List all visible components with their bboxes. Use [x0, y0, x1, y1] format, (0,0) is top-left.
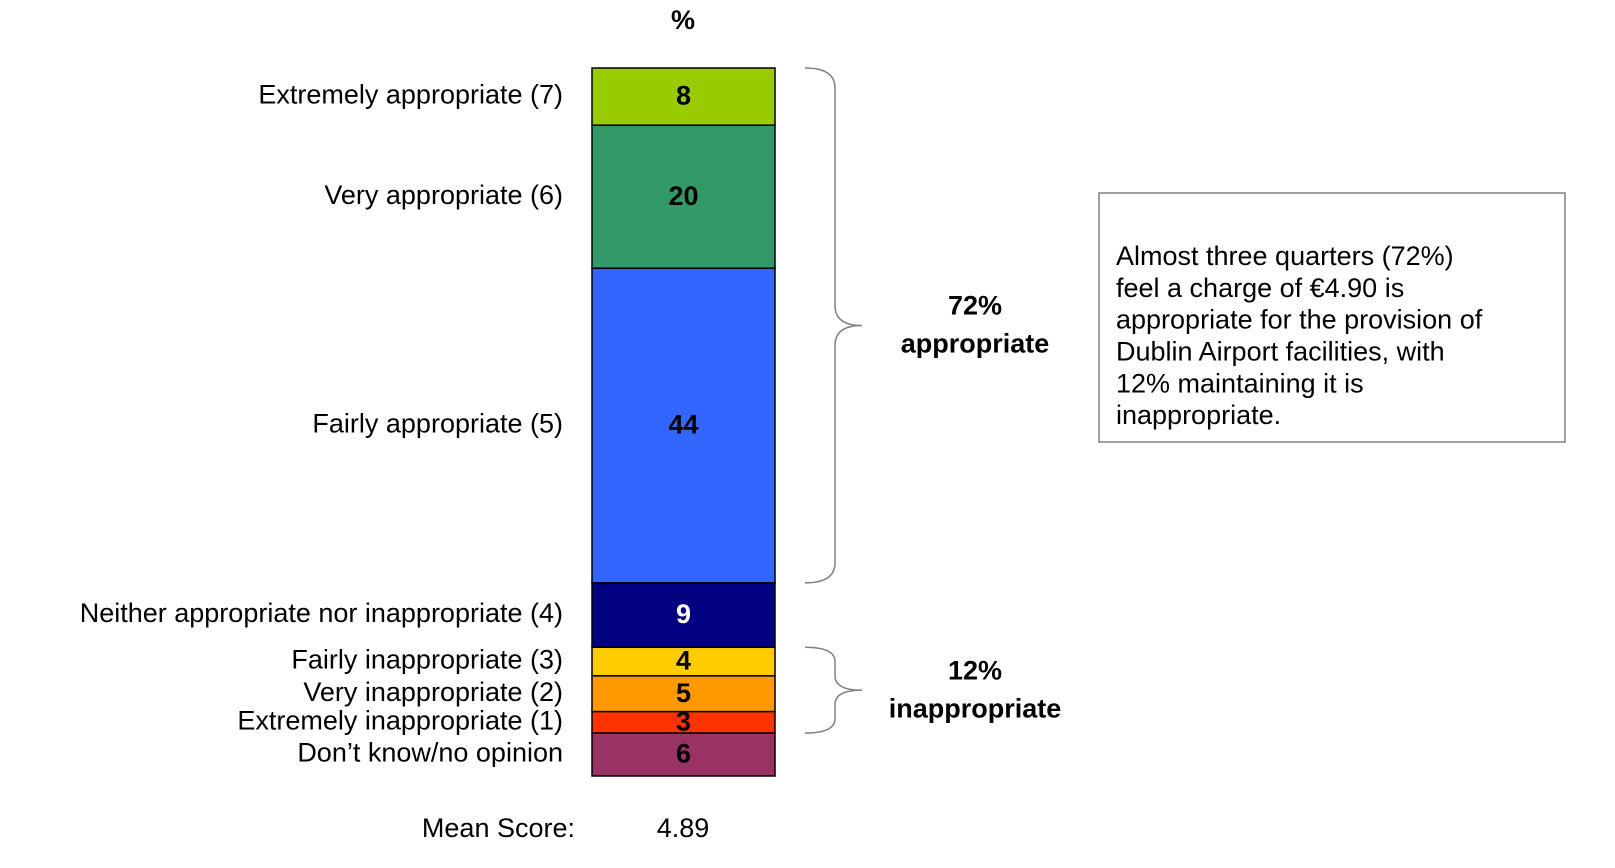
note-line: Dublin Airport facilities, with [1116, 337, 1445, 367]
category-label: Fairly appropriate (5) [312, 409, 563, 439]
segment-label: 5 [676, 678, 691, 708]
bracket [804, 67, 863, 584]
note-line: appropriate for the provision of [1116, 305, 1483, 335]
mean-score: 4.89 [657, 813, 710, 843]
bar-segment [591, 67, 776, 126]
bar-segment [591, 124, 776, 269]
category-label: Fairly inappropriate (3) [291, 645, 563, 675]
mean-score-label: Mean Score: [422, 813, 575, 843]
segment-label: 4 [676, 646, 691, 676]
segment-label: 44 [668, 410, 698, 440]
category-label: Very inappropriate (2) [303, 677, 563, 707]
bar-segment [591, 267, 776, 584]
note-line: feel a charge of €4.90 is [1116, 273, 1404, 303]
segment-label: 9 [676, 599, 691, 629]
bracket-label: inappropriate [889, 693, 1062, 723]
segment-label: 8 [676, 81, 691, 111]
category-label: Don’t know/no opinion [297, 738, 563, 768]
chart-title: % [671, 5, 695, 35]
bracket-label: appropriate [901, 329, 1050, 359]
segment-label: 6 [676, 739, 691, 769]
bracket-label: 72% [948, 291, 1002, 321]
segment-label: 20 [668, 181, 698, 211]
category-label: Very appropriate (6) [324, 180, 563, 210]
bar-segment [591, 732, 776, 777]
note-line: 12% maintaining it is [1116, 368, 1364, 398]
note-box [1098, 192, 1566, 443]
bracket-label: 12% [948, 655, 1002, 685]
segment-label: 3 [676, 706, 691, 736]
category-label: Extremely appropriate (7) [258, 80, 563, 110]
bar-segment [591, 646, 776, 677]
bracket [804, 646, 863, 734]
category-label: Extremely inappropriate (1) [237, 705, 563, 735]
category-label: Neither appropriate nor inappropriate (4… [80, 598, 563, 628]
note-line: Almost three quarters (72%) [1116, 241, 1454, 271]
note-line: inappropriate. [1116, 400, 1281, 430]
